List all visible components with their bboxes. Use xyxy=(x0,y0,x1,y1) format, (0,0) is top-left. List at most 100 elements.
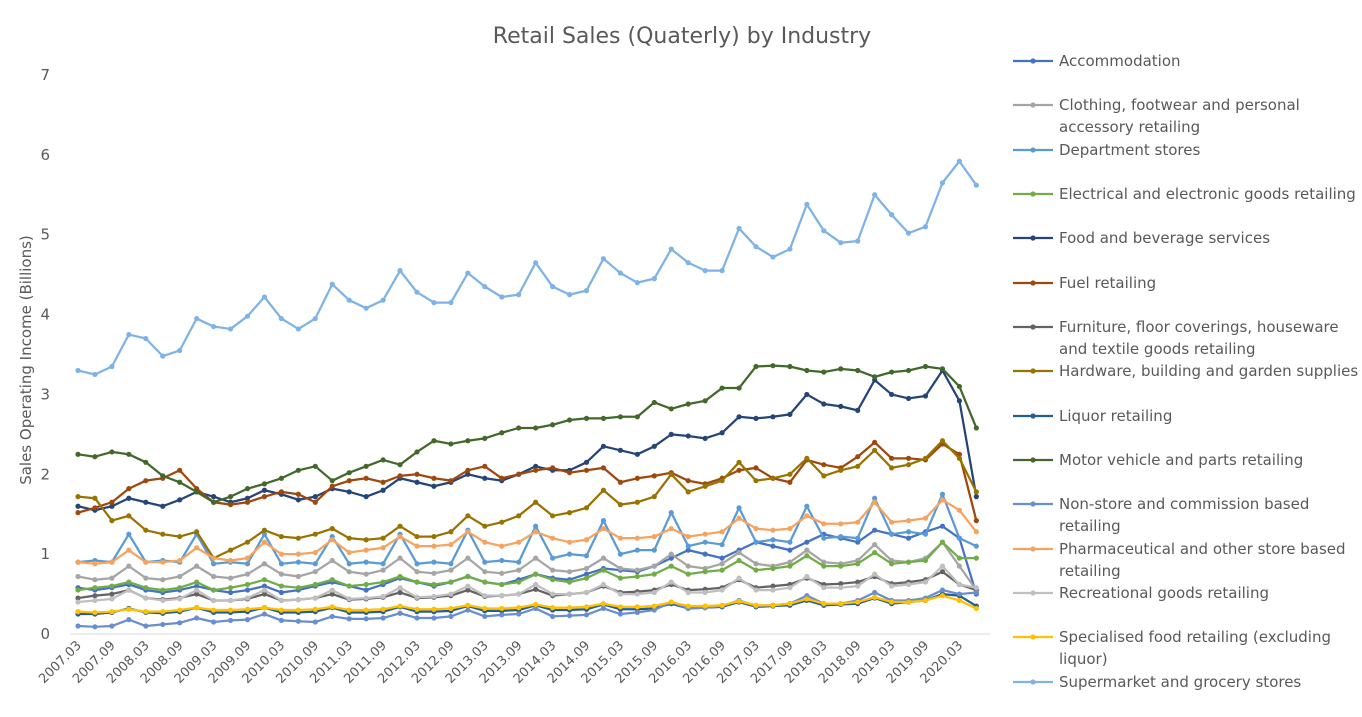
data-point xyxy=(397,473,403,479)
data-point xyxy=(583,505,590,511)
data-point xyxy=(211,573,217,580)
data-point xyxy=(719,541,725,548)
data-point xyxy=(194,563,200,569)
data-point xyxy=(227,597,234,604)
data-point xyxy=(211,494,217,500)
data-point xyxy=(177,467,183,473)
data-point xyxy=(194,615,200,621)
data-point xyxy=(753,539,759,545)
data-point xyxy=(143,609,149,615)
data-point xyxy=(244,606,251,612)
data-point xyxy=(482,559,488,565)
data-point xyxy=(956,597,963,604)
series-line xyxy=(77,160,978,376)
data-point xyxy=(719,567,725,573)
data-point xyxy=(380,567,386,573)
data-point xyxy=(939,587,946,593)
data-point xyxy=(109,575,115,581)
data-point xyxy=(278,551,284,557)
series xyxy=(75,497,979,567)
data-point xyxy=(465,467,471,473)
data-point xyxy=(227,575,234,581)
data-point xyxy=(465,438,471,444)
data-point xyxy=(855,583,861,589)
data-point xyxy=(770,602,776,608)
data-point xyxy=(329,557,335,564)
data-point xyxy=(312,561,318,567)
data-point xyxy=(312,463,318,469)
data-point xyxy=(414,479,420,485)
data-point xyxy=(550,605,556,611)
series-line xyxy=(77,541,978,591)
data-point xyxy=(194,315,200,322)
data-point xyxy=(889,531,895,537)
data-point xyxy=(617,479,624,485)
data-point xyxy=(821,563,827,569)
data-point xyxy=(295,585,301,591)
data-point xyxy=(346,607,352,613)
data-point xyxy=(295,326,301,332)
data-point xyxy=(838,585,844,591)
chart-title: Retail Sales (Quaterly) by Industry xyxy=(493,24,871,49)
series xyxy=(75,438,979,561)
data-point xyxy=(685,433,691,439)
data-point xyxy=(92,505,98,511)
data-point xyxy=(143,335,149,342)
data-point xyxy=(143,575,149,581)
data-point xyxy=(787,246,793,252)
data-point xyxy=(312,315,318,322)
data-point xyxy=(211,607,217,613)
data-point xyxy=(550,577,556,583)
legend-item: Department stores xyxy=(1013,141,1200,159)
data-point xyxy=(465,583,471,589)
data-point xyxy=(939,366,946,372)
data-point xyxy=(329,478,335,484)
data-point xyxy=(109,623,115,629)
data-point xyxy=(583,553,590,559)
data-point xyxy=(227,585,234,591)
x-axis: 2007.032007.092008.032008.092009.032009.… xyxy=(36,638,966,687)
data-point xyxy=(516,567,522,573)
data-point xyxy=(719,561,725,567)
data-point xyxy=(804,573,810,580)
data-point xyxy=(295,559,301,565)
data-point xyxy=(872,541,878,548)
data-point xyxy=(109,449,115,455)
data-point xyxy=(821,559,827,565)
data-point xyxy=(956,507,963,513)
y-tick-label: 2 xyxy=(40,465,50,483)
data-point xyxy=(770,363,776,369)
data-point xyxy=(956,591,963,597)
data-point xyxy=(482,579,488,585)
data-point xyxy=(431,475,437,481)
data-point xyxy=(177,557,183,564)
data-point xyxy=(499,570,505,576)
data-point xyxy=(702,268,708,274)
data-point xyxy=(550,465,556,471)
legend-item: Furniture, floor coverings, houseware and… xyxy=(1013,318,1339,358)
data-point xyxy=(261,583,268,589)
data-point xyxy=(278,315,284,322)
data-point xyxy=(516,591,522,597)
data-point xyxy=(838,601,844,607)
data-point xyxy=(719,529,725,535)
data-point xyxy=(143,499,149,505)
data-point xyxy=(753,602,759,608)
data-point xyxy=(719,430,725,436)
data-point xyxy=(821,601,827,607)
data-point xyxy=(719,587,725,593)
data-point xyxy=(414,579,420,585)
data-point xyxy=(414,471,420,477)
data-point xyxy=(956,535,963,541)
data-point xyxy=(973,529,979,535)
data-point xyxy=(838,403,844,410)
data-point xyxy=(838,533,844,540)
data-point xyxy=(75,595,81,601)
data-point xyxy=(753,415,759,421)
data-point xyxy=(143,478,149,484)
data-point xyxy=(668,555,674,561)
data-point xyxy=(329,591,335,597)
data-point xyxy=(804,391,810,398)
data-point xyxy=(702,398,708,404)
